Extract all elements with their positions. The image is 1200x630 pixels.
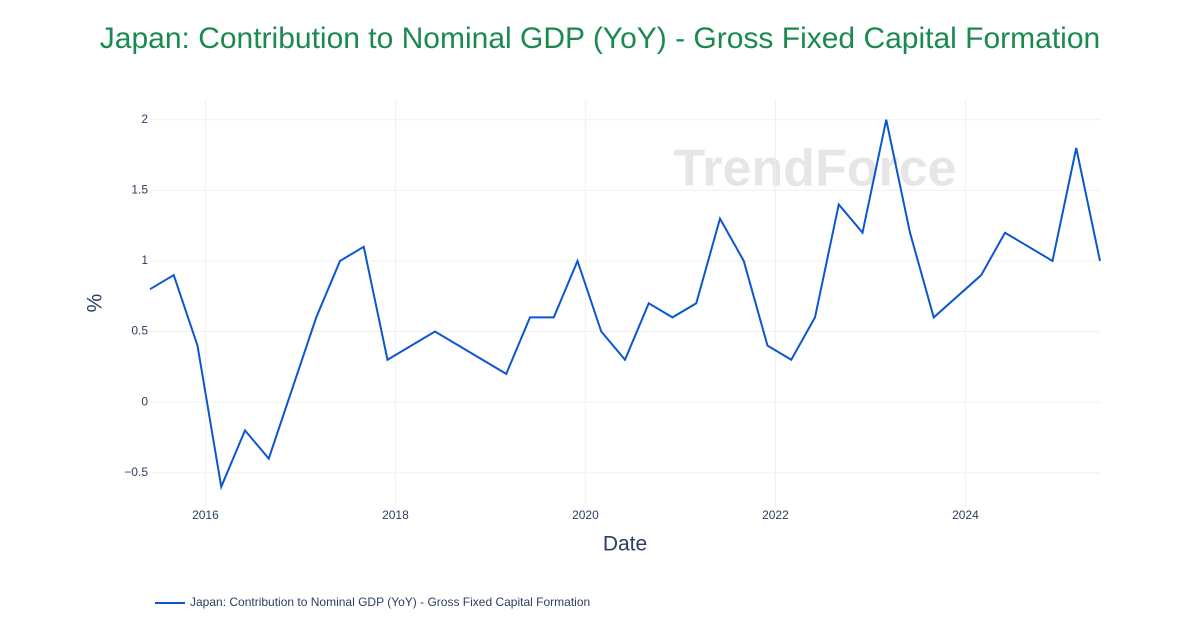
y-axis-title: % bbox=[84, 294, 107, 313]
watermark: TrendForce bbox=[673, 140, 956, 198]
x-tick-label: 2020 bbox=[572, 508, 599, 522]
x-tick-label: 2016 bbox=[192, 508, 219, 522]
data-line bbox=[149, 119, 1101, 491]
y-tick-label: 0 bbox=[141, 394, 148, 408]
x-axis-title: Date bbox=[603, 533, 647, 556]
y-tick-label: 1.5 bbox=[131, 183, 148, 197]
legend-label: Japan: Contribution to Nominal GDP (YoY)… bbox=[190, 595, 590, 609]
y-tick-label: 1 bbox=[141, 253, 148, 267]
x-tick-label: 2018 bbox=[382, 508, 409, 522]
x-tick-label: 2024 bbox=[952, 508, 979, 522]
y-tick-label: 0.5 bbox=[131, 324, 148, 338]
x-tick-label: 2022 bbox=[762, 508, 789, 522]
y-tick-label: 2 bbox=[141, 112, 148, 126]
y-tick-label: −0.5 bbox=[124, 465, 148, 479]
chart-title: Japan: Contribution to Nominal GDP (YoY)… bbox=[100, 22, 1100, 55]
